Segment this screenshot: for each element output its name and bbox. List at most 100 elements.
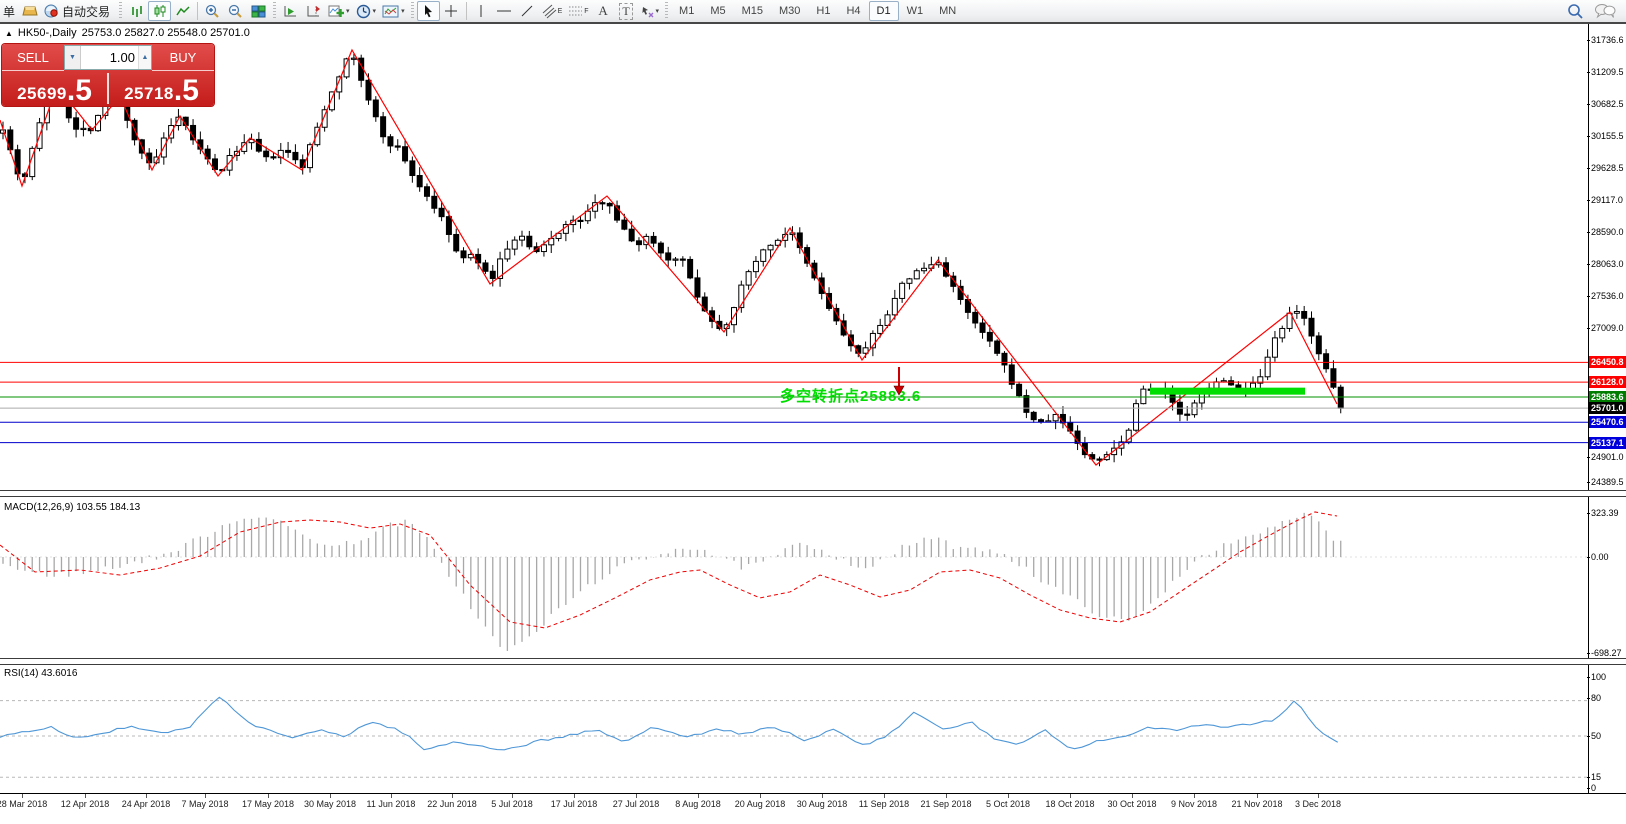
tile-windows-button[interactable] <box>247 1 270 21</box>
timeframe-button-H4[interactable]: H4 <box>846 5 861 17</box>
green-highlight-band[interactable] <box>1150 387 1305 395</box>
zigzag-line[interactable] <box>0 48 1338 466</box>
chart-shift-button[interactable] <box>302 1 325 21</box>
date-tick-mark <box>636 794 637 798</box>
autotrading-button[interactable]: 自动交易 <box>41 1 116 21</box>
trendline-tool-button[interactable] <box>516 1 539 21</box>
time-axis[interactable]: 28 Mar 2018 12 Apr 2018 24 Apr 2018 7 May 2… <box>0 793 1626 824</box>
auto-scroll-button[interactable] <box>279 1 302 21</box>
toolbar-grip[interactable] <box>273 2 277 20</box>
chevron-down-icon: ▾ <box>401 8 405 15</box>
equidistant-channel-tool-button[interactable]: E <box>539 1 566 21</box>
periods-button[interactable]: ▾ <box>353 1 380 21</box>
fibonacci-tool-button[interactable]: F <box>565 1 591 21</box>
templates-button[interactable]: ▾ <box>379 1 408 21</box>
date-label: 11 Jun 2018 <box>366 799 416 809</box>
date-label: 22 Jun 2018 <box>427 799 477 809</box>
date-tick-mark <box>330 794 331 798</box>
timeframe-button-M1[interactable]: M1 <box>679 5 695 17</box>
cursor-tool-button[interactable] <box>416 1 440 21</box>
chevron-down-icon: ▾ <box>655 8 660 15</box>
date-label: 12 Apr 2018 <box>60 799 110 809</box>
date-label: 11 Sep 2018 <box>858 799 910 809</box>
new-chart-button[interactable]: ▾ <box>325 1 353 21</box>
buy-price-button[interactable]: 25718 .5 <box>109 71 214 106</box>
price-level-label: 26128.0 <box>1589 376 1626 389</box>
timeframe-button-M15[interactable]: M15 <box>741 5 764 17</box>
arrows-tool-button[interactable]: ▾ <box>638 1 663 21</box>
date-tick-mark <box>1194 794 1195 798</box>
pane-resize-divider[interactable] <box>0 490 1626 497</box>
toolbar-grip[interactable] <box>665 2 669 20</box>
bar-chart-mode-button[interactable] <box>125 1 148 21</box>
volume-decrease-button[interactable]: ▼ <box>65 46 81 69</box>
text-label-tool-button[interactable]: T <box>615 1 638 21</box>
new-order-button[interactable]: 单 <box>3 4 16 19</box>
price-level-label: 25137.1 <box>1589 436 1626 449</box>
rsi-tick-label: 80 <box>1586 693 1602 703</box>
pane-resize-divider[interactable] <box>0 658 1626 665</box>
gold-ingot-icon[interactable] <box>18 1 41 21</box>
candlestick-mode-button[interactable] <box>148 1 172 21</box>
symbol-period-label: HK50-,Daily <box>17 27 77 39</box>
text-tool-glyph: A <box>598 3 608 18</box>
one-click-trading-panel: SELL ▼ 1.00 ▲ BUY 25699 .5 25718 .5 <box>2 44 214 106</box>
line-chart-mode-button[interactable] <box>171 1 194 21</box>
timeframe-button-D1[interactable]: D1 <box>868 1 899 21</box>
vertical-line-tool-button[interactable] <box>470 1 493 21</box>
buy-button[interactable]: BUY <box>152 44 214 71</box>
price-level-label: 25883.6 <box>1589 391 1626 404</box>
rsi-tick-label: 100 <box>1586 672 1607 682</box>
price-axis-column[interactable]: 31736.6 31209.5 30682.5 30155.5 29628.5 29117… <box>1586 24 1626 793</box>
date-label: 30 Oct 2018 <box>1107 799 1157 809</box>
search-button[interactable] <box>1567 3 1584 20</box>
date-label: 9 Nov 2018 <box>1170 799 1218 809</box>
toolbar-grip[interactable] <box>119 2 123 20</box>
rsi-line <box>0 696 1339 751</box>
date-label: 24 Apr 2018 <box>121 799 171 809</box>
chat-button[interactable] <box>1594 3 1616 20</box>
timeframe-button-MN[interactable]: MN <box>939 5 957 17</box>
horizontal-line-tool-button[interactable] <box>493 1 516 21</box>
volume-increase-button[interactable]: ▲ <box>138 46 151 69</box>
date-label: 30 Aug 2018 <box>796 799 848 809</box>
crosshair-tool-button[interactable] <box>440 1 463 21</box>
rsi-pane-canvas[interactable] <box>0 665 1588 793</box>
sell-button[interactable]: SELL <box>2 44 64 71</box>
date-label: 17 May 2018 <box>241 799 295 809</box>
timeframe-button-M30[interactable]: M30 <box>779 5 801 17</box>
zoom-in-button[interactable] <box>201 1 224 21</box>
buy-price-main: 25718 <box>124 84 174 103</box>
macd-histogram <box>2 512 1342 651</box>
date-tick-mark <box>1257 794 1258 798</box>
price-tick-label: 30155.5 <box>1587 131 1624 141</box>
autotrading-icon <box>44 4 58 18</box>
price-level-lines[interactable] <box>0 361 1588 444</box>
rsi-indicator-label: RSI(14) 43.6016 <box>4 668 78 679</box>
timeframe-button-M5[interactable]: M5 <box>710 5 726 17</box>
price-tick-label: 28063.0 <box>1587 259 1624 269</box>
order-panel-divider <box>107 73 109 104</box>
volume-value[interactable]: 1.00 <box>109 50 135 65</box>
price-chart-canvas[interactable] <box>0 24 1588 490</box>
zoom-out-button[interactable] <box>224 1 247 21</box>
sell-price-button[interactable]: 25699 .5 <box>2 71 107 106</box>
main-toolbar: 单 自动交易 <box>0 0 1626 24</box>
date-tick-mark <box>268 794 269 798</box>
toolbar-grip[interactable] <box>410 2 414 20</box>
timeframe-button-H1[interactable]: H1 <box>816 5 831 17</box>
collapse-triangle-icon[interactable]: ▲ <box>5 28 13 38</box>
date-label: 5 Oct 2018 <box>985 799 1031 809</box>
chevron-down-icon: ▾ <box>372 8 377 15</box>
candles-group <box>0 53 1344 467</box>
text-tool-button[interactable]: A <box>592 1 615 21</box>
macd-pane-canvas[interactable] <box>0 497 1588 658</box>
toolbar-separator <box>197 2 199 20</box>
date-label: 7 May 2018 <box>181 799 229 809</box>
chart-text-annotation[interactable]: 多空转折点25883.6 <box>780 388 922 405</box>
price-tick-label: 31209.5 <box>1587 67 1624 77</box>
macd-tick-label: 0.00 <box>1587 552 1609 562</box>
price-tick-label: 29628.5 <box>1587 163 1624 173</box>
timeframe-button-W1[interactable]: W1 <box>906 5 924 17</box>
down-arrow-annotation[interactable] <box>893 366 905 396</box>
